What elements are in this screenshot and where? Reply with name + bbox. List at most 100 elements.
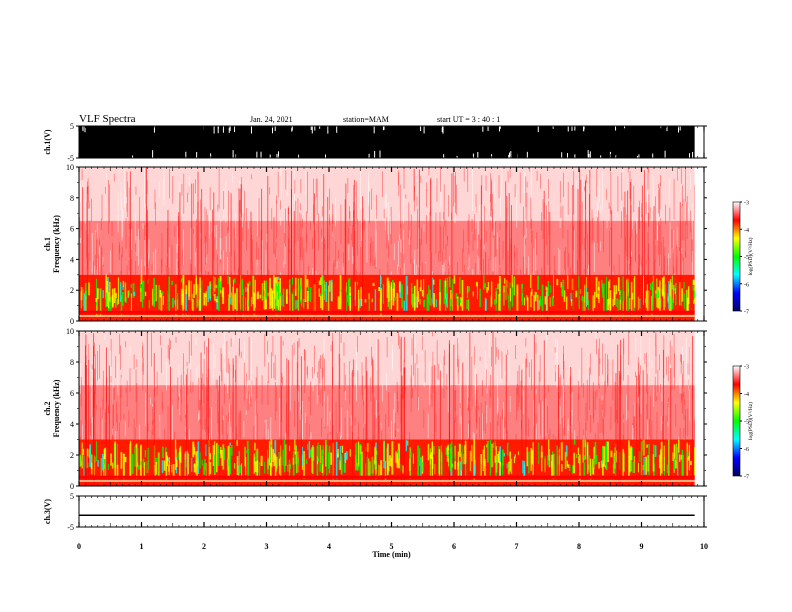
ch2-stroke: [507, 349, 509, 356]
ch2-stroke: [680, 353, 682, 362]
ch1-stroke: [669, 222, 671, 259]
ch1-gap: [185, 151, 187, 158]
ch2-stroke: [647, 392, 649, 421]
ch1-gap: [552, 126, 554, 129]
ch1-band-streak: [245, 297, 247, 312]
ch2-stroke: [151, 429, 153, 440]
ch1-gap: [689, 153, 691, 158]
ch1-band-streak: [586, 291, 589, 306]
ch1-stroke: [177, 226, 179, 261]
ch1-band-streak: [592, 295, 594, 313]
ch2-stroke: [471, 396, 473, 407]
ch1-band-streak: [368, 299, 370, 313]
ch2-band-streak: [161, 460, 164, 473]
ch2-band-streak: [480, 454, 483, 464]
ch1-stroke: [383, 209, 385, 219]
ch1-gap: [298, 154, 300, 158]
ch2-stroke: [104, 334, 106, 341]
ch2-band-streak: [122, 453, 125, 478]
ch2-stroke: [316, 386, 318, 404]
ch1-stroke: [483, 259, 484, 275]
ch2-stroke: [599, 358, 601, 365]
ch2-stroke: [166, 361, 167, 391]
ch2-band-streak: [605, 445, 608, 460]
ch2-stroke: [646, 352, 647, 393]
ch1-band-streak: [578, 280, 580, 308]
ch2-band-streak: [675, 459, 677, 469]
ch2-band-streak: [431, 441, 433, 479]
ch2-stroke: [251, 336, 252, 375]
ch2-stroke: [97, 350, 98, 381]
ch1-band-streak: [121, 291, 124, 306]
ch1-stroke: [228, 190, 229, 231]
ch2-band-streak: [296, 463, 298, 474]
ch2-stroke: [306, 367, 308, 375]
ch2-colorbar-tick-label: -7: [744, 475, 749, 481]
ch2-band-streak: [354, 454, 357, 471]
ch1-band-streak: [277, 276, 280, 280]
ch1-stroke: [95, 239, 97, 270]
ch1-stroke: [111, 242, 113, 275]
ch1-band-streak: [411, 293, 413, 302]
ch2-stroke: [612, 359, 614, 401]
ch2-band-streak: [90, 454, 93, 469]
ch2-band-streak: [590, 465, 592, 480]
ch2-band-streak: [610, 450, 613, 458]
ch2-stroke: [515, 433, 517, 440]
ch1-band-streak: [503, 285, 505, 293]
ch1-stroke: [541, 267, 543, 275]
ch1-gap: [587, 150, 589, 158]
ch2-stroke: [114, 431, 116, 440]
ch2-band-streak: [343, 463, 346, 473]
ch1-band-streak: [318, 280, 321, 285]
ch2-sferic: [448, 343, 450, 486]
ch2-stroke: [304, 350, 306, 386]
ch1-band-streak: [420, 279, 422, 292]
ch1-stroke: [536, 269, 538, 275]
ch1-band-streak: [575, 290, 578, 298]
ch1-band-streak: [681, 288, 684, 302]
ch1-stroke: [478, 220, 480, 235]
ch1-stroke: [525, 173, 526, 179]
ch1-band-streak: [193, 284, 195, 299]
ch2-band-streak: [585, 444, 587, 455]
ch2-stroke: [475, 399, 477, 423]
ch2-band-streak: [197, 458, 199, 467]
ch1-stroke: [314, 218, 316, 231]
ch1-stroke: [475, 206, 477, 229]
ch1-stroke: [463, 167, 465, 182]
ch1-stroke: [477, 255, 479, 275]
ch1-stroke: [295, 200, 297, 244]
ch2-stroke: [352, 359, 354, 388]
ch2-sferic: [365, 356, 367, 486]
ch2-stroke: [563, 386, 564, 428]
ch2-band-streak: [454, 461, 456, 470]
ch1-stroke: [340, 204, 342, 244]
ch1-stroke: [86, 230, 88, 258]
ch1-stroke: [647, 204, 649, 218]
ch1-band-streak: [456, 298, 459, 306]
ch1-stroke: [118, 245, 120, 260]
ch1-stroke: [414, 186, 415, 212]
ch1-stroke: [673, 266, 675, 275]
ch2-stroke: [202, 404, 204, 430]
ch2-band-streak: [203, 463, 206, 475]
ch1-stroke: [547, 205, 549, 212]
ch2-band-streak: [498, 451, 500, 463]
ch1-colorbar-tick-label: -6: [744, 282, 749, 288]
ch1-stroke: [524, 234, 526, 274]
ch1-band-streak: [608, 281, 610, 305]
ch1-stroke: [276, 200, 277, 239]
ch2-stroke: [253, 425, 255, 440]
ch2-stroke: [80, 420, 82, 440]
ch2-stroke: [110, 350, 112, 381]
ch1-stroke: [193, 183, 194, 215]
ch1-gap: [441, 126, 443, 133]
ch2-band-streak: [450, 454, 452, 460]
ch2-stroke: [655, 345, 657, 374]
ch1-stroke: [641, 255, 643, 268]
ch1-stroke: [291, 198, 293, 209]
ch2-stroke: [298, 338, 300, 348]
ch2-stroke: [571, 392, 573, 426]
ch1-stroke: [565, 247, 566, 275]
